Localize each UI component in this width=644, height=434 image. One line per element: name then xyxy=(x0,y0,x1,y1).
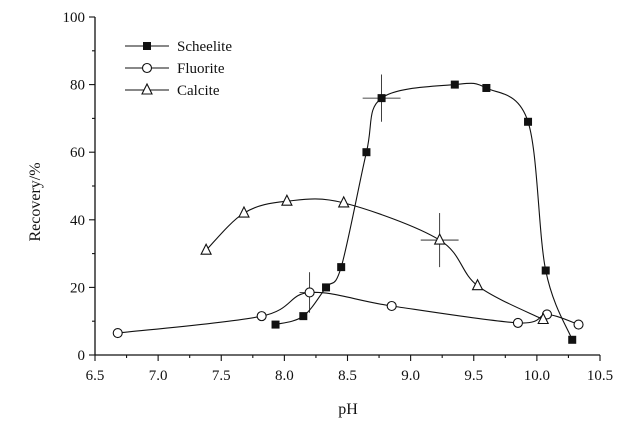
scheelite-point-2 xyxy=(322,283,331,292)
axes: 6.5 7.0 7.5 8.0 8.5 9.0 9.5 10.0 10.5 0 20 40 60 80 10… xyxy=(63,10,614,384)
fit-curves xyxy=(117,82,579,340)
scheelite-point-1 xyxy=(299,312,308,321)
scheelite-point-8 xyxy=(524,117,533,126)
fluorite-point-6 xyxy=(573,319,584,330)
x-tick-label-2: 7.5 xyxy=(212,368,231,384)
y-tick-label-1: 20 xyxy=(70,280,85,296)
scheelite-point-6 xyxy=(450,80,459,89)
scheelite-point-7 xyxy=(482,83,491,92)
y-tick-label-3: 60 xyxy=(70,145,85,161)
x-tick-label-6: 9.5 xyxy=(464,368,483,384)
fluorite-point-3 xyxy=(386,300,397,312)
fluorite-curve xyxy=(117,291,579,334)
legend-marker-calcite xyxy=(141,82,153,95)
x-tick-label-1: 7.0 xyxy=(149,368,168,384)
fluorite-point-4 xyxy=(512,317,523,328)
x-axis-title: pH xyxy=(338,401,358,418)
calcite-point-2 xyxy=(281,193,293,206)
x-tick-label-5: 9.0 xyxy=(401,368,420,384)
y-axis-title: Recovery/% xyxy=(27,162,44,241)
calcite-point-6 xyxy=(537,312,550,325)
legend-label-calcite: Calcite xyxy=(177,83,220,99)
scheelite-point-0 xyxy=(271,320,280,329)
y-tick-label-2: 40 xyxy=(70,213,85,229)
scheelite-point-4 xyxy=(362,148,371,157)
calcite-point-0 xyxy=(200,242,212,255)
data-markers xyxy=(112,80,584,344)
fluorite-point-0 xyxy=(112,327,123,339)
calcite-curve xyxy=(205,198,544,320)
x-tick-label-0: 6.5 xyxy=(86,368,105,384)
x-tick-label-7: 10.0 xyxy=(524,368,550,384)
scheelite-point-5 xyxy=(377,94,386,103)
fluorite-point-2 xyxy=(304,287,315,298)
scheelite-point-3 xyxy=(337,263,346,272)
error-crosses xyxy=(299,74,459,313)
y-tick-label-5: 100 xyxy=(63,10,86,26)
x-tick-label-3: 8.0 xyxy=(275,368,294,384)
legend-marker-scheelite xyxy=(143,42,151,50)
calcite-point-3 xyxy=(337,195,350,208)
x-tick-label-4: 8.5 xyxy=(338,368,357,384)
calcite-point-1 xyxy=(238,205,250,218)
y-tick-label-4: 80 xyxy=(70,78,85,94)
fluorite-point-1 xyxy=(256,311,267,322)
legend-label-fluorite: Fluorite xyxy=(177,61,225,77)
scheelite-point-10 xyxy=(568,335,577,344)
calcite-point-5 xyxy=(471,278,484,291)
y-tick-label-0: 0 xyxy=(78,348,86,364)
calcite-point-4 xyxy=(433,232,446,245)
scheelite-point-9 xyxy=(541,266,550,275)
x-tick-label-8: 10.5 xyxy=(587,368,613,384)
legend: Scheelite Fluorite Calcite xyxy=(125,39,232,99)
legend-label-scheelite: Scheelite xyxy=(177,39,232,55)
legend-marker-fluorite xyxy=(141,62,153,74)
